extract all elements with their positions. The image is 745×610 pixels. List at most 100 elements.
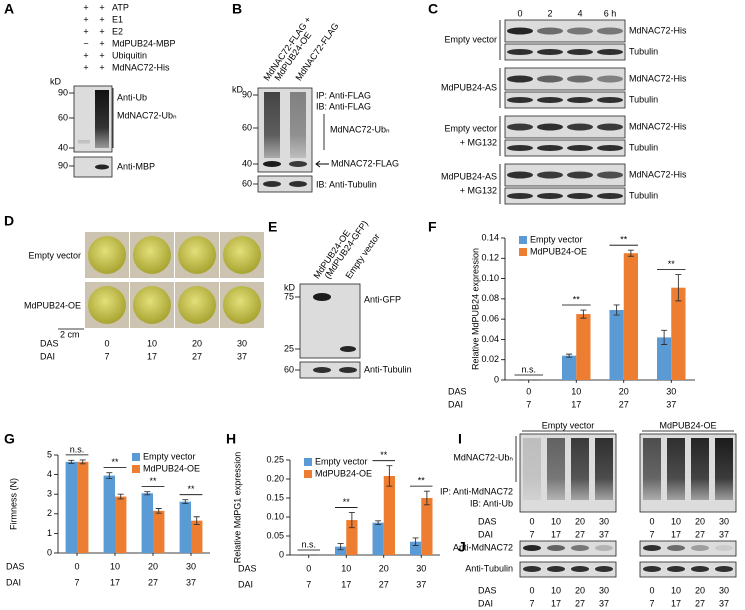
band xyxy=(537,49,563,55)
band xyxy=(289,181,307,187)
panel-label: G xyxy=(4,431,15,447)
dai-label: 17 xyxy=(671,598,681,608)
blot xyxy=(504,67,626,91)
condition-name: MdPUB24-MBP xyxy=(112,38,176,48)
x-tick-label: 30 xyxy=(666,386,676,396)
bar xyxy=(657,337,672,380)
significance-label: ** xyxy=(380,450,388,460)
y-tick-label: 0.14 xyxy=(481,232,499,242)
marker: 90 xyxy=(58,160,68,170)
significance-label: n.s. xyxy=(521,364,536,374)
condition-sign: + xyxy=(99,38,104,48)
bar xyxy=(372,522,384,555)
dai-label: 7 xyxy=(104,351,109,361)
das-label: 30 xyxy=(719,585,729,595)
das-label: 10 xyxy=(551,585,561,595)
blot xyxy=(639,540,737,557)
smear xyxy=(547,438,565,500)
band xyxy=(507,123,533,131)
band xyxy=(507,27,533,35)
marker: 75 xyxy=(284,291,294,301)
blot-label: Anti-GFP xyxy=(364,294,401,304)
marker: 60 xyxy=(58,112,68,122)
error-bar xyxy=(412,537,419,546)
dai-label: 27 xyxy=(575,598,585,608)
x-tick-label: 0 xyxy=(74,561,79,571)
error-bar xyxy=(675,274,682,302)
x-tick-label: 27 xyxy=(619,399,629,409)
x-tick-label: 0 xyxy=(526,386,531,396)
band xyxy=(537,123,563,131)
y-tick-label: 0.04 xyxy=(481,334,499,344)
x-tick-label: 10 xyxy=(110,561,120,571)
bar xyxy=(65,461,77,553)
das-label: 20 xyxy=(695,516,705,526)
row-label: DAI xyxy=(448,399,463,409)
band xyxy=(95,164,109,170)
condition-sign: − xyxy=(83,38,88,48)
band xyxy=(567,75,593,83)
x-tick-label: 7 xyxy=(526,399,531,409)
y-tick-label: 0.10 xyxy=(266,511,284,521)
band xyxy=(507,171,533,179)
band xyxy=(567,171,593,179)
kd-label: kD xyxy=(232,84,244,94)
kd-label: kD xyxy=(284,282,296,292)
dai-label: 37 xyxy=(599,529,609,539)
bar xyxy=(141,493,153,553)
x-tick-label: 7 xyxy=(74,577,79,587)
panel-label: H xyxy=(226,431,236,447)
smear xyxy=(95,90,109,148)
error-bar xyxy=(79,459,86,465)
band xyxy=(597,49,623,55)
time-label: 0 xyxy=(517,8,522,18)
apple xyxy=(88,286,126,324)
bar xyxy=(346,520,358,555)
blot-label: MdNAC72-Ubₙ xyxy=(330,124,390,134)
legend-swatch xyxy=(519,248,527,256)
apple xyxy=(178,236,216,274)
error-bar xyxy=(423,490,430,506)
band xyxy=(643,545,661,551)
group-label: Empty vector xyxy=(444,123,497,133)
dai-label: 17 xyxy=(551,598,561,608)
panel-label: E xyxy=(268,219,277,235)
smear xyxy=(571,438,589,500)
blot-label: MdNAC72-His xyxy=(629,25,687,35)
band xyxy=(507,97,533,103)
band xyxy=(567,27,593,35)
dai-label: 27 xyxy=(695,598,705,608)
legend-swatch xyxy=(304,458,312,466)
legend-label: MdPUB24-OE xyxy=(315,468,372,478)
smear xyxy=(643,438,661,500)
marker: 60 xyxy=(242,178,252,188)
band xyxy=(537,145,563,151)
significance-label: ** xyxy=(149,476,157,486)
row-label: DAS xyxy=(238,563,257,573)
das-label: 30 xyxy=(599,585,609,595)
das-label: 10 xyxy=(671,585,681,595)
band xyxy=(507,49,533,55)
x-tick-label: 10 xyxy=(571,386,581,396)
band xyxy=(643,566,661,572)
x-tick-label: 27 xyxy=(148,577,158,587)
blot xyxy=(73,156,113,178)
band xyxy=(537,171,563,179)
condition-sign: + xyxy=(99,14,104,24)
time-label: 4 xyxy=(577,8,582,18)
blot-label: IP: Anti-MdNAC72 xyxy=(440,486,513,496)
blot xyxy=(504,43,626,61)
significance-label: ** xyxy=(418,476,426,486)
blot-label: MdNAC72-Ubₙ xyxy=(453,452,513,462)
error-bar xyxy=(193,516,200,526)
bar xyxy=(103,475,115,553)
error-bar xyxy=(580,309,587,319)
band xyxy=(567,123,593,131)
das-label: 20 xyxy=(575,516,585,526)
band xyxy=(523,545,541,551)
band xyxy=(597,193,623,199)
x-tick-label: 37 xyxy=(416,579,426,589)
error-bar xyxy=(106,472,113,479)
y-tick-label: 0 xyxy=(279,549,284,559)
apple xyxy=(133,236,171,274)
